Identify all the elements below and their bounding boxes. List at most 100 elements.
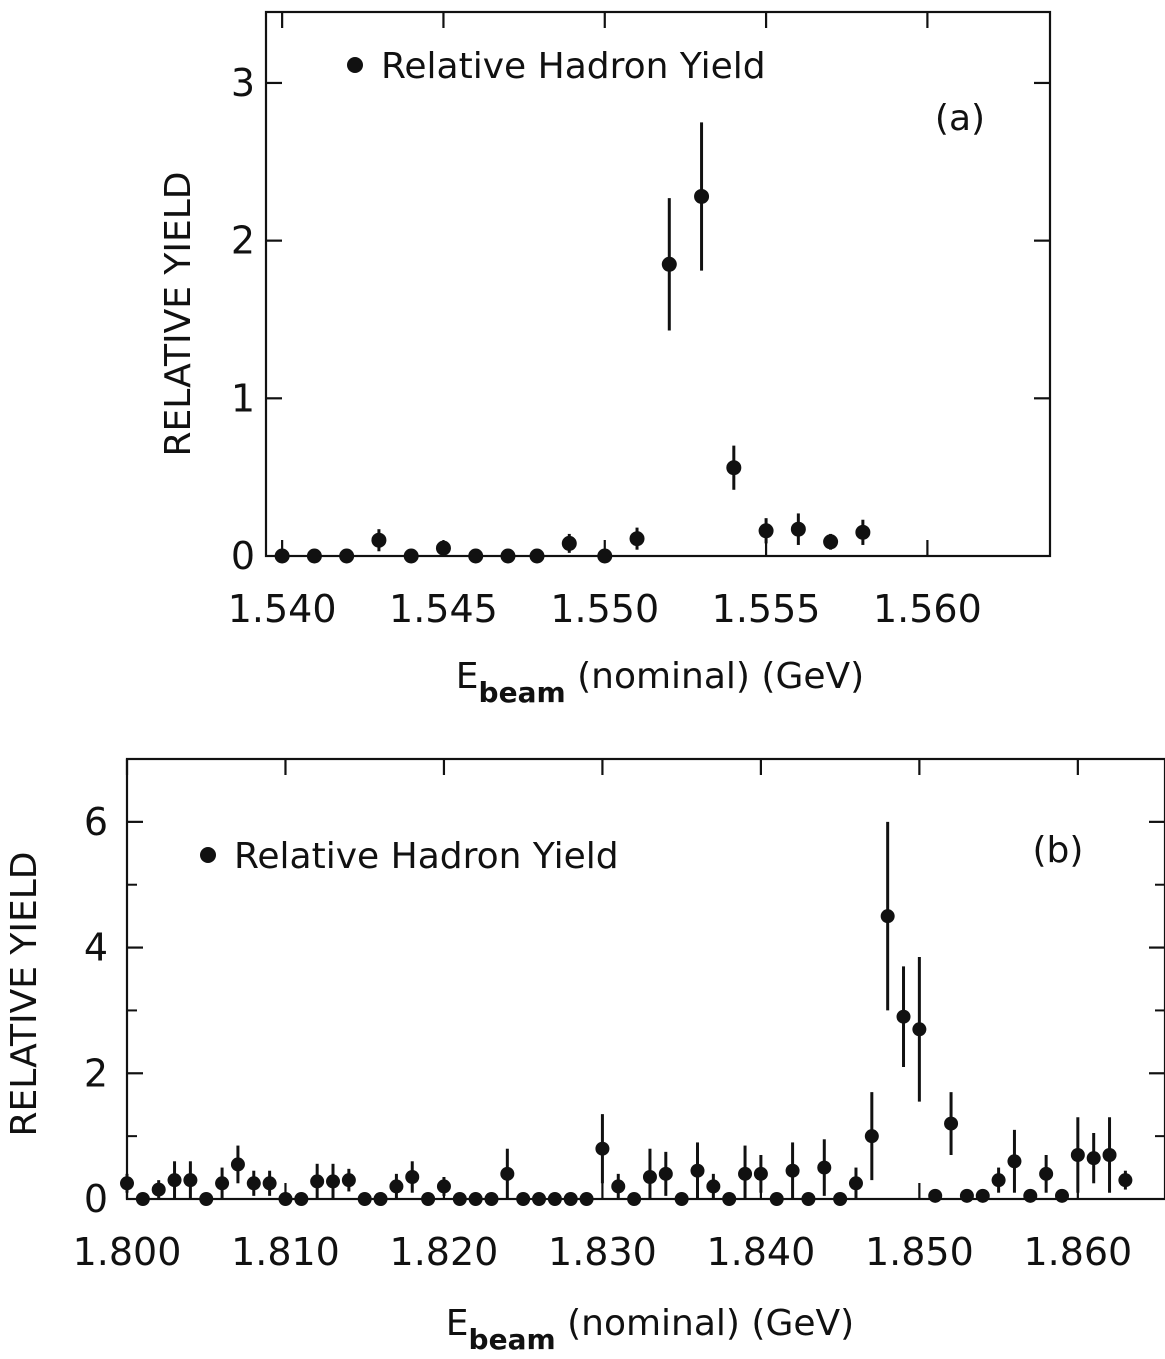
- data-point: [769, 1192, 784, 1206]
- data-point: [357, 1192, 372, 1206]
- data-point: [1086, 1151, 1101, 1166]
- data-point: [516, 1192, 531, 1206]
- y-tick-label: 6: [84, 800, 108, 844]
- data-point: [274, 548, 290, 564]
- data-point: [991, 1173, 1006, 1188]
- data-point: [452, 1192, 467, 1206]
- x-tick-label: 1.540: [228, 587, 337, 631]
- y-axis-title: RELATIVE YIELD: [4, 851, 45, 1136]
- data-point: [563, 1192, 578, 1206]
- data-point: [529, 548, 545, 564]
- data-point: [629, 531, 645, 547]
- x-axis-title-rest: (nominal) (GeV): [566, 656, 865, 697]
- data-point: [230, 1157, 245, 1172]
- data-point: [1102, 1148, 1117, 1162]
- data-point: [801, 1192, 816, 1206]
- data-point: [753, 1166, 768, 1181]
- data-point: [547, 1192, 562, 1206]
- data-point: [405, 1170, 420, 1184]
- x-tick-label: 1.545: [389, 587, 498, 631]
- data-point: [627, 1192, 642, 1206]
- data-point: [1023, 1188, 1038, 1203]
- x-tick-label: 1.550: [550, 587, 659, 631]
- data-point: [135, 1192, 150, 1206]
- data-point: [326, 1174, 341, 1189]
- data-point: [1054, 1188, 1069, 1203]
- data-point: [215, 1176, 230, 1191]
- panel-label: (b): [1033, 830, 1084, 871]
- x-axis-title: Ebeam (nominal) (GeV): [446, 1303, 854, 1356]
- x-tick-label: 1.555: [712, 587, 821, 631]
- data-point: [500, 548, 516, 564]
- y-tick-label: 2: [231, 219, 255, 263]
- x-tick-label: 1.560: [873, 587, 982, 631]
- data-point: [436, 1179, 451, 1194]
- x-tick-label: 1.820: [390, 1230, 499, 1274]
- legend-label: Relative Hadron Yield: [381, 46, 766, 87]
- data-point: [912, 1022, 927, 1037]
- data-point: [817, 1160, 832, 1175]
- data-point: [310, 1174, 325, 1189]
- x-axis-title-main: E: [456, 656, 479, 697]
- data-point: [880, 909, 895, 924]
- data-point: [642, 1170, 657, 1184]
- y-tick-label: 1: [231, 376, 255, 420]
- x-tick-label: 1.860: [1023, 1230, 1132, 1274]
- data-point: [246, 1176, 261, 1191]
- data-point: [468, 1192, 483, 1206]
- data-point: [561, 535, 577, 551]
- data-point: [579, 1192, 594, 1206]
- data-point: [371, 532, 387, 548]
- data-point: [595, 1141, 610, 1156]
- x-axis-title-rest: (nominal) (GeV): [556, 1303, 855, 1344]
- legend-label: Relative Hadron Yield: [234, 836, 619, 877]
- data-point: [389, 1179, 404, 1194]
- data-point: [1118, 1173, 1133, 1188]
- data-point: [167, 1173, 182, 1188]
- data-point: [959, 1188, 974, 1203]
- data-point: [278, 1192, 293, 1206]
- chart-panel-b: 1.800 1.810 1.820 1.830 1.840 1.850 1.8600246R…: [4, 757, 1165, 1356]
- data-point: [294, 1192, 309, 1206]
- data-point: [341, 1173, 356, 1188]
- y-tick-label: 4: [84, 926, 108, 970]
- data-point: [306, 548, 322, 564]
- data-point: [658, 1166, 673, 1181]
- data-point: [738, 1166, 753, 1181]
- data-point: [532, 1192, 547, 1206]
- data-point: [706, 1179, 721, 1194]
- data-point: [726, 460, 742, 476]
- data-point: [790, 521, 806, 537]
- legend-marker: [347, 57, 363, 73]
- data-point: [611, 1179, 626, 1194]
- data-point: [855, 524, 871, 540]
- y-axis-title: RELATIVE YIELD: [158, 171, 199, 456]
- data-point: [690, 1163, 705, 1178]
- legend-marker: [200, 847, 216, 863]
- chart-panel-a: 1.540 1.545 1.550 1.555 1.560 0 1 2 3 RELATIVE YI…: [158, 10, 1052, 709]
- data-point: [339, 548, 355, 564]
- y-tick-label: 2: [84, 1051, 108, 1095]
- data-point: [120, 1176, 134, 1191]
- y-tick-label: 0: [231, 534, 255, 578]
- data-point: [694, 188, 710, 204]
- data-point: [500, 1166, 515, 1181]
- plot-frame: [125, 757, 1165, 1201]
- data-point: [848, 1176, 863, 1191]
- x-tick-label: 1.810: [231, 1230, 340, 1274]
- data-point: [1039, 1166, 1054, 1181]
- data-point: [975, 1188, 990, 1203]
- data-point: [785, 1163, 800, 1178]
- x-axis-title-main: E: [446, 1303, 469, 1344]
- data-point: [944, 1116, 959, 1131]
- data-point: [1007, 1154, 1022, 1169]
- data-point: [1070, 1148, 1085, 1162]
- x-tick-label: 1.800: [73, 1230, 182, 1274]
- data-point: [896, 1009, 911, 1024]
- x-axis-title-subscript: beam: [479, 676, 566, 709]
- data-point: [373, 1192, 388, 1206]
- data-point: [435, 540, 451, 556]
- data-point: [722, 1192, 737, 1206]
- panel-label: (a): [935, 98, 985, 139]
- x-tick-label: 1.830: [548, 1230, 657, 1274]
